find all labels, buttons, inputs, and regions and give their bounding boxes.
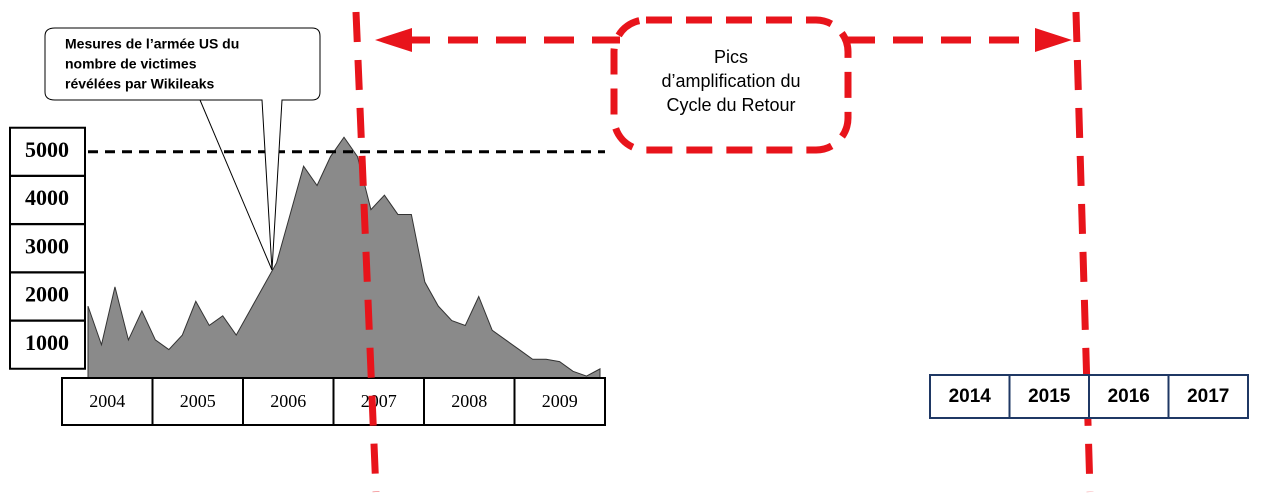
- callout-text: Mesures de l’armée US du: [65, 36, 239, 52]
- y-tick-label: 4000: [25, 185, 69, 210]
- callout-box: [44, 27, 321, 271]
- future-year-box: [929, 374, 1011, 419]
- future-year-label: 2017: [1187, 386, 1229, 407]
- annotation-text: Pics: [714, 47, 748, 67]
- x-tick-label: 2008: [451, 391, 487, 411]
- x-tick-box: [513, 377, 606, 426]
- area: [87, 136, 601, 394]
- annotation-box: [610, 16, 852, 154]
- red-vline: [352, 11, 380, 493]
- callout-pointer: [199, 99, 273, 271]
- y-tick-box: [9, 319, 86, 370]
- x-tick-label: 2007: [361, 391, 397, 411]
- y-tick-label: 2000: [25, 282, 69, 307]
- y-tick-label: 5000: [25, 137, 69, 162]
- x-tick-label: 2006: [270, 391, 306, 411]
- future-year-label: 2014: [949, 386, 992, 407]
- y-tick-box: [9, 126, 86, 177]
- y-tick-box: [9, 174, 86, 225]
- future-year-box: [1167, 374, 1249, 419]
- annotation-text: Cycle du Retour: [666, 95, 795, 115]
- x-tick-label: 2009: [542, 391, 578, 411]
- callout-text: révélées par Wikileaks: [65, 76, 215, 92]
- arrow-head: [1035, 28, 1072, 52]
- arrow-head: [375, 28, 412, 52]
- future-year-label: 2015: [1028, 386, 1071, 407]
- red-vline: [1072, 11, 1094, 493]
- future-year-box: [1088, 374, 1170, 419]
- future-year-label: 2016: [1108, 386, 1150, 407]
- y-tick-label: 1000: [25, 330, 69, 355]
- x-tick-label: 2004: [89, 391, 125, 411]
- future-year-box: [1008, 374, 1090, 419]
- y-tick-label: 3000: [25, 233, 69, 258]
- callout-text: nombre de victimes: [65, 56, 197, 72]
- annotation-text: d’amplification du: [661, 71, 800, 91]
- x-tick-box: [332, 377, 425, 426]
- x-tick-label: 2005: [180, 391, 216, 411]
- x-tick-box: [423, 377, 516, 426]
- y-tick-box: [9, 271, 86, 322]
